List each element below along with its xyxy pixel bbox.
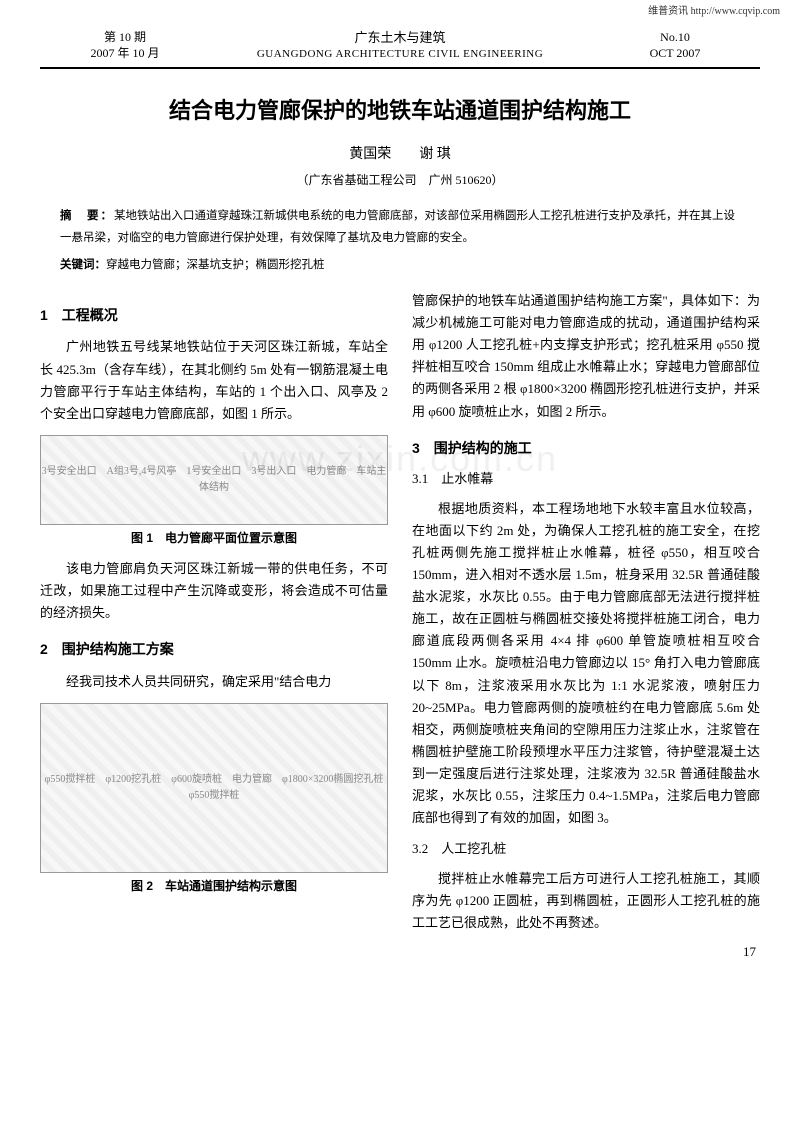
page-number: 17 — [0, 934, 800, 975]
right-column: 管廊保护的地铁车站通道围护结构施工方案"，具体如下：为减少机械施工可能对电力管廊… — [412, 290, 760, 934]
journal-name-cn: 广东土木与建筑 — [170, 30, 630, 47]
figure-2-caption: 图 2 车站通道围护结构示意图 — [40, 877, 388, 896]
keywords: 关键词：穿越电力管廊；深基坑支护；椭圆形挖孔桩 — [60, 256, 740, 274]
header-center: 广东土木与建筑 GUANGDONG ARCHITECTURE CIVIL ENG… — [170, 30, 630, 61]
subsection-3-2-heading: 3.2 人工挖孔桩 — [412, 839, 760, 860]
abstract-text: 某地铁站出入口通道穿越珠江新城供电系统的电力管廊底部，对该部位采用椭圆形人工挖孔… — [60, 210, 735, 244]
content-columns: 1 工程概况 广州地铁五号线某地铁站位于天河区珠江新城，车站全长 425.3m（… — [0, 290, 800, 934]
continuation-para: 管廊保护的地铁车站通道围护结构施工方案"，具体如下：为减少机械施工可能对电力管廊… — [412, 290, 760, 423]
section-3-2-para: 搅拌桩止水帷幕完工后方可进行人工挖孔桩施工，其顺序为先 φ1200 正圆桩，再到… — [412, 868, 760, 934]
section-1-para-1: 广州地铁五号线某地铁站位于天河区珠江新城，车站全长 425.3m（含存车线），在… — [40, 336, 388, 424]
issue-number: 第 10 期 — [80, 30, 170, 46]
issue-date: 2007 年 10 月 — [80, 46, 170, 62]
section-1-para-2: 该电力管廊肩负天河区珠江新城一带的供电任务，不可迁改，如果施工过程中产生沉降或变… — [40, 558, 388, 624]
abstract: 摘 要：某地铁站出入口通道穿越珠江新城供电系统的电力管廊底部，对该部位采用椭圆形… — [60, 206, 740, 250]
section-1-heading: 1 工程概况 — [40, 304, 388, 326]
subsection-3-1-heading: 3.1 止水帷幕 — [412, 469, 760, 490]
affiliation: （广东省基础工程公司 广州 510620） — [0, 171, 800, 190]
figure-2-image: φ550搅拌桩 φ1200挖孔桩 φ600旋喷桩 电力管廊 φ1800×3200… — [40, 703, 388, 873]
source-link: 维普资讯 http://www.cqvip.com — [0, 0, 800, 20]
section-2-heading: 2 围护结构施工方案 — [40, 638, 388, 660]
keywords-label: 关键词： — [60, 259, 106, 271]
figure-1: 3号安全出口 A组3号,4号风亭 1号安全出口 3号出入口 电力管廊 车站主体结… — [40, 435, 388, 548]
section-3-heading: 3 围护结构的施工 — [412, 437, 760, 459]
figure-2: φ550搅拌桩 φ1200挖孔桩 φ600旋喷桩 电力管廊 φ1800×3200… — [40, 703, 388, 896]
issue-month-en: OCT 2007 — [630, 46, 720, 62]
authors: 黄国荣 谢 琪 — [0, 144, 800, 166]
section-2-para-1: 经我司技术人员共同研究，确定采用"结合电力 — [40, 671, 388, 693]
issue-no-en: No.10 — [630, 30, 720, 46]
header-right: No.10 OCT 2007 — [630, 30, 720, 61]
figure-1-image: 3号安全出口 A组3号,4号风亭 1号安全出口 3号出入口 电力管廊 车站主体结… — [40, 435, 388, 525]
page-header: 第 10 期 2007 年 10 月 广东土木与建筑 GUANGDONG ARC… — [40, 20, 760, 69]
journal-name-en: GUANGDONG ARCHITECTURE CIVIL ENGINEERING — [170, 47, 630, 61]
abstract-label: 摘 要： — [60, 210, 114, 222]
header-left: 第 10 期 2007 年 10 月 — [80, 30, 170, 61]
left-column: 1 工程概况 广州地铁五号线某地铁站位于天河区珠江新城，车站全长 425.3m（… — [40, 290, 388, 934]
figure-1-caption: 图 1 电力管廊平面位置示意图 — [40, 529, 388, 548]
section-3-1-para: 根据地质资料，本工程场地地下水较丰富且水位较高，在地面以下约 2m 处，为确保人… — [412, 498, 760, 829]
article-title: 结合电力管廊保护的地铁车站通道围护结构施工 — [40, 93, 760, 128]
keywords-text: 穿越电力管廊；深基坑支护；椭圆形挖孔桩 — [106, 259, 325, 271]
